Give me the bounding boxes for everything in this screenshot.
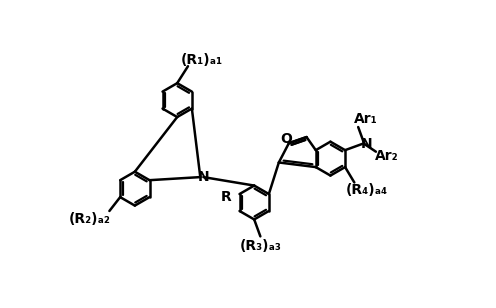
Text: (R₂)ₐ₂: (R₂)ₐ₂ [68, 212, 110, 226]
Text: (R₁)ₐ₁: (R₁)ₐ₁ [181, 53, 223, 67]
Text: (R₃)ₐ₃: (R₃)ₐ₃ [240, 239, 281, 253]
Text: R: R [220, 190, 231, 204]
Text: N: N [361, 137, 372, 151]
Text: (R₄)ₐ₄: (R₄)ₐ₄ [346, 183, 388, 197]
Text: O: O [280, 132, 292, 146]
Text: N: N [197, 170, 209, 184]
Text: Ar₂: Ar₂ [375, 149, 398, 163]
Text: Ar₁: Ar₁ [354, 112, 378, 126]
